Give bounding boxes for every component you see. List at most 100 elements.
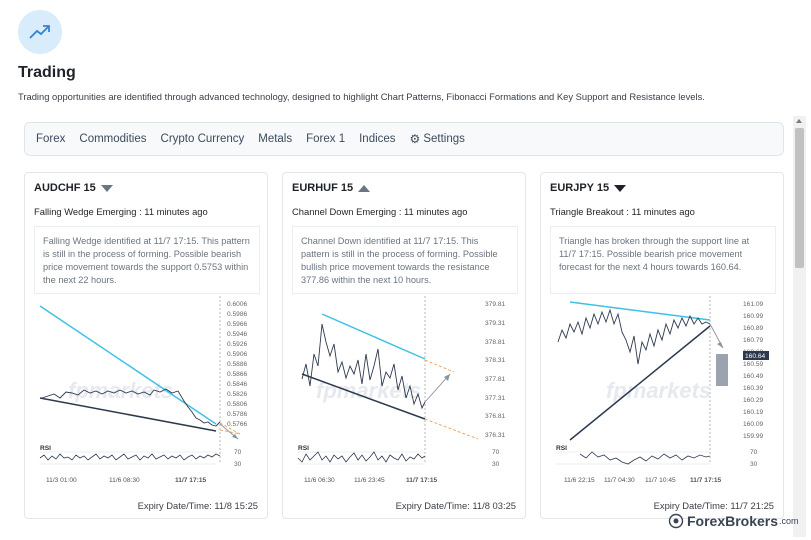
x-tick: 11/6 22:15 [564,477,595,484]
trend-up-icon [29,25,50,39]
watermark-brand: fpmarkets [606,378,711,403]
x-tick: 11/7 10:45 [645,477,676,484]
resistance-line [569,301,711,321]
forecast-arrow-head [444,374,450,381]
tab-settings[interactable]: ⚙ Settings [410,132,465,146]
card-pair: EURJPY 15 [550,182,627,194]
x-tick: 11/7 04:30 [604,477,635,484]
card-pair: EURHUF 15 [292,182,371,194]
scroll-thumb[interactable] [795,128,804,268]
rsi-tick: 30 [492,461,500,468]
y-tick: 160.29 [743,397,764,404]
rsi-series [297,451,426,463]
direction-down-icon [614,184,627,192]
tab-forex-1[interactable]: Forex 1 [306,133,346,145]
x-axis-ticks: 11/6 22:15 11/7 04:30 11/7 10:45 11/7 17… [564,477,721,484]
price-series [557,308,711,365]
pair-label: EURHUF 15 [292,182,354,194]
price-tag-bg [743,351,769,360]
rsi-label: RSI [40,445,51,452]
page-title: Trading [18,64,76,81]
x-tick: 11/3 01:00 [46,477,77,484]
y-tick: 376.31 [485,432,506,439]
direction-up-icon [358,184,371,192]
y-tick: 0.5946 [227,331,248,338]
y-tick: 160.09 [743,421,764,428]
y-tick: 160.79 [743,337,764,344]
y-tick: 160.59 [743,361,764,368]
projection-upper [219,422,241,435]
tab-indices[interactable]: Indices [359,133,396,145]
scrollbar[interactable] [793,116,806,537]
rsi-tick: 70 [234,449,242,456]
y-tick: 0.5826 [227,391,248,398]
signal-card-audchf[interactable]: AUDCHF 15 Falling Wedge Emerging : 11 mi… [24,172,268,519]
watermark-main: ForexBrokers [687,513,779,529]
y-tick: 0.5806 [227,401,248,408]
x-tick: 11/7 17:15 [406,477,437,484]
forexbrokers-logo-icon [668,513,684,529]
price-chart[interactable]: fpmarkets 161.09 160.99 160.89 160.79 16… [550,294,776,492]
x-tick: 11/7 17:15 [175,477,206,484]
signal-card-eurhuf[interactable]: EURHUF 15 Channel Down Emerging : 11 min… [282,172,526,519]
y-tick: 377.81 [485,376,506,383]
resistance-line [321,313,426,360]
tab-crypto-currency[interactable]: Crypto Currency [160,133,245,145]
y-tick: 160.39 [743,385,764,392]
y-tick: 0.5766 [227,421,248,428]
y-tick: 160.99 [743,313,764,320]
watermark-brand: fpmarkets [316,378,421,403]
rsi-tick: 30 [750,461,758,468]
projection-lower [424,418,479,440]
direction-down-icon [100,184,113,192]
y-tick: 160.89 [743,325,764,332]
y-tick: 0.5986 [227,311,248,318]
forecast-range [716,354,728,386]
y-tick: 379.81 [485,301,506,308]
forecast-arrow-head [232,434,238,439]
pattern-label: Falling Wedge Emerging : 11 minutes ago [34,206,208,217]
y-axis-ticks: 379.81 379.31 378.81 378.31 377.81 377.3… [485,301,506,439]
tab-metals[interactable]: Metals [258,133,293,145]
rsi-label: RSI [556,445,567,452]
y-axis-ticks: 0.6006 0.5986 0.5966 0.5946 0.5926 0.590… [227,301,248,428]
tab-commodities[interactable]: Commodities [79,133,147,145]
price-series [41,388,221,427]
y-tick: 378.81 [485,339,506,346]
rsi-tick: 30 [234,461,242,468]
card-pair: AUDCHF 15 [34,182,113,194]
trading-icon-badge [18,10,62,54]
y-tick: 376.81 [485,413,506,420]
rsi-tick: 70 [492,449,500,456]
x-tick: 11/7 17:15 [690,477,721,484]
scroll-up-icon[interactable] [796,119,802,123]
x-tick: 11/6 06:30 [304,477,335,484]
price-tag: 160.64 [745,353,766,360]
forecast-arrow-head [717,342,723,348]
x-tick: 11/6 23:45 [354,477,385,484]
y-tick: 0.5966 [227,321,248,328]
watermark-suffix: .com [779,516,799,526]
page-subtitle: Trading opportunities are identified thr… [18,91,705,102]
forexbrokers-watermark: ForexBrokers .com [668,513,799,529]
pattern-description: Triangle has broken through the support … [550,226,776,294]
projection-upper [424,359,455,373]
x-axis-ticks: 11/6 06:30 11/6 23:45 11/7 17:15 [304,477,437,484]
tab-forex[interactable]: Forex [36,133,66,145]
y-tick: 161.09 [743,301,764,308]
price-chart[interactable]: fpmarkets 0.6006 0.5986 0.5966 0.5946 0.… [34,294,260,492]
support-line [39,397,217,432]
y-tick: 160.19 [743,409,764,416]
pattern-description: Falling Wedge identified at 11/7 17:15. … [34,226,260,294]
y-tick: 0.5886 [227,361,248,368]
gear-icon: ⚙ [409,132,421,146]
support-line [569,325,711,441]
y-tick: 0.5846 [227,381,248,388]
expiry-time: Expiry Date/Time: 11/8 15:25 [137,500,258,511]
pattern-description: Channel Down identified at 11/7 17:15. T… [292,226,518,294]
rsi-series [579,451,711,465]
support-line [301,373,426,420]
category-tabs: Forex Commodities Crypto Currency Metals… [24,122,784,156]
signal-card-eurjpy[interactable]: EURJPY 15 Triangle Breakout : 11 minutes… [540,172,784,519]
price-chart[interactable]: fpmarkets 379.81 379.31 378.81 378.31 37… [292,294,518,492]
